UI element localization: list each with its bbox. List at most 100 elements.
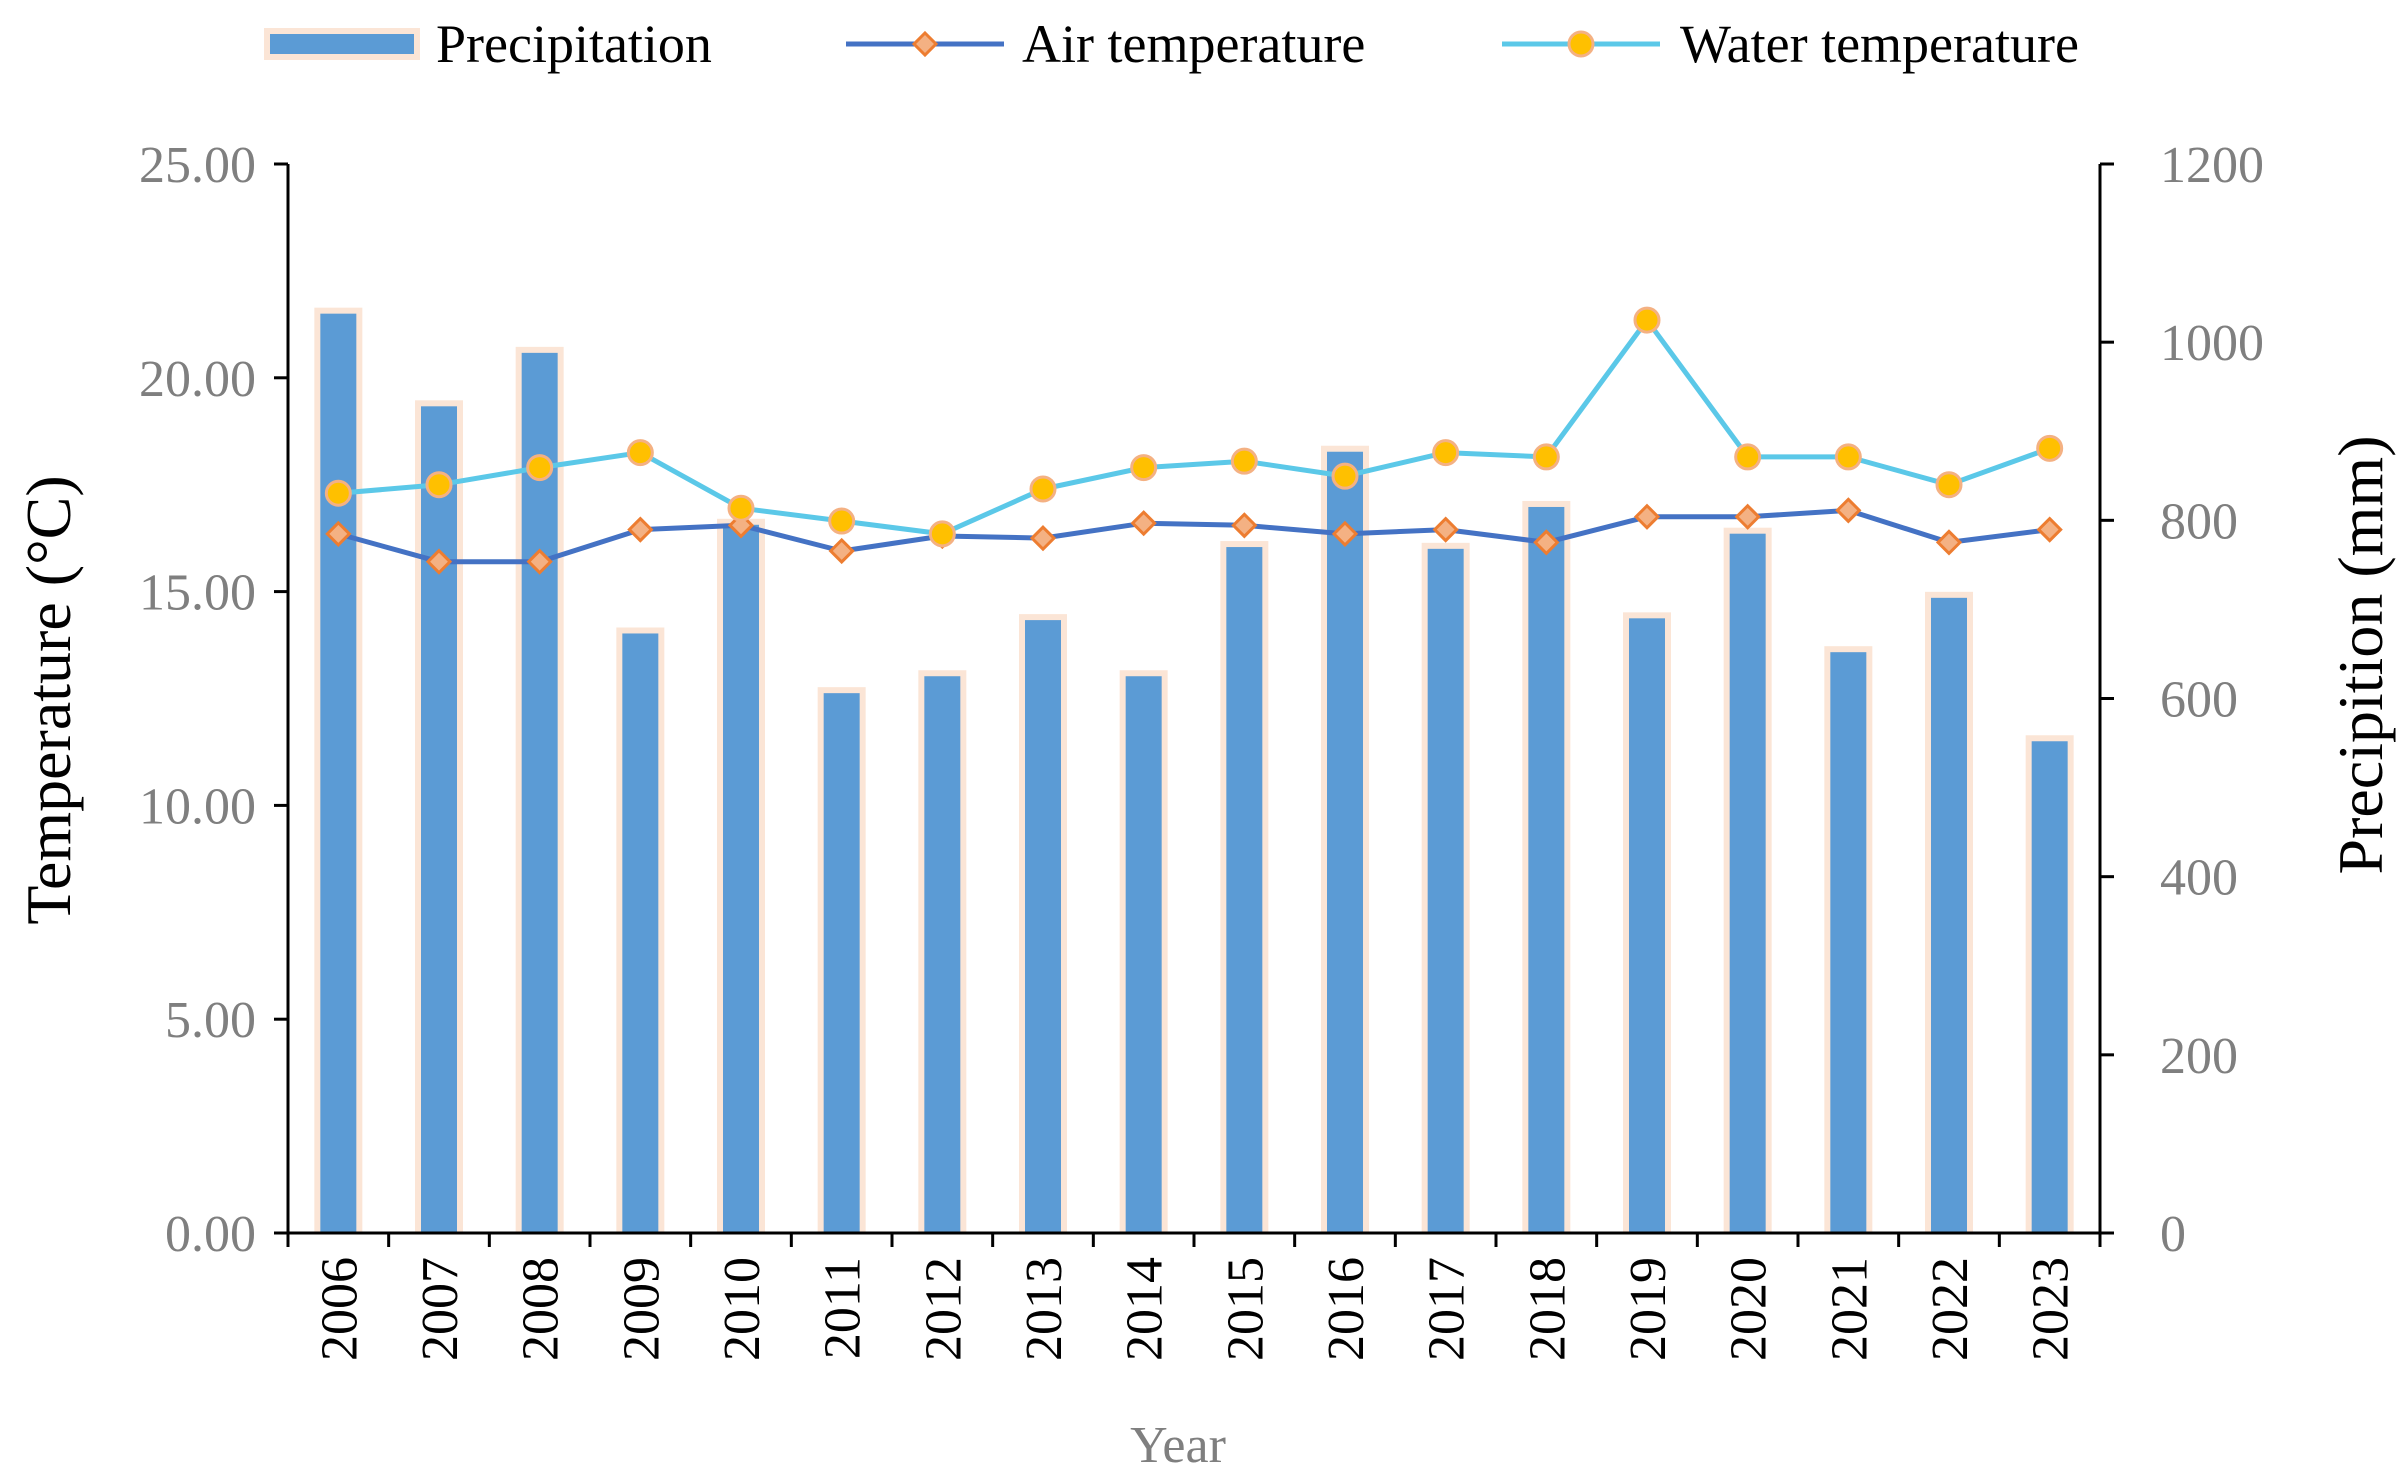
bar-2006 [320,313,357,1233]
point-air-temperature-2006 [325,520,352,547]
point-water-temperature-2011 [828,507,856,535]
point-air-temperature-2023 [2036,516,2063,543]
x-tick-label: 2011 [815,1257,872,1359]
x-tick-label: 2016 [1318,1257,1375,1361]
bar-2018 [1528,506,1565,1233]
line-air-temperature [337,507,2051,565]
point-air-temperature-2021 [1835,497,1862,524]
y2-axis-title: Precipition (mm) [2325,435,2396,874]
y2-tick-label: 800 [2160,493,2238,550]
x-tick-label: 2023 [2023,1257,2080,1361]
point-water-temperature-2022 [1935,471,1963,499]
point-water-temperature-2015 [1230,447,1258,475]
y-tick-label: 25.00 [139,137,256,194]
point-air-temperature-2017 [1432,516,1459,543]
bar-2020 [1729,533,1766,1233]
bar-2017 [1427,548,1464,1233]
point-water-temperature-2013 [1029,475,1057,503]
bar-2023 [2031,741,2068,1233]
bar-2022 [1931,597,1967,1233]
y-tick-label: 20.00 [139,351,256,408]
legend-item-air-temperature: Air temperature [846,14,1365,74]
precipitation-bars [314,307,2074,1234]
x-tick-label: 2018 [1519,1257,1576,1361]
bar-2009 [622,633,659,1233]
legend: Precipitation Air temperature Water temp… [264,14,2079,74]
point-air-temperature-2007 [425,548,453,575]
point-air-temperature-2020 [1734,503,1761,530]
point-air-temperature-2009 [627,516,654,543]
x-tick-label: 2012 [915,1257,972,1361]
x-tick-label: 2013 [1016,1257,1073,1361]
y2-tick-label: 1000 [2160,315,2264,372]
bar-2015 [1226,547,1263,1233]
point-water-temperature-2014 [1130,454,1158,482]
point-water-temperature-2009 [626,439,654,467]
bar-2019 [1629,618,1665,1233]
x-tick-label: 2015 [1217,1257,1274,1361]
point-air-temperature-2008 [526,548,553,575]
point-air-temperature-2014 [1130,510,1157,537]
point-air-temperature-2011 [828,537,855,565]
tick-labels: 0.00 5.00 10.00 15.00 20.00 25.00 0 200 400 600 80… [139,137,2264,1361]
point-water-temperature-2019 [1633,306,1661,334]
legend-swatch-precipitation-fill [270,34,414,54]
y2-tick-label: 200 [2160,1028,2238,1085]
y-axis-title: Temperature (°C) [13,475,84,924]
legend-item-precipitation: Precipitation [264,14,712,74]
point-air-temperature-2019 [1633,503,1661,530]
x-tick-label: 2009 [613,1257,670,1361]
point-air-temperature-2022 [1935,529,1963,556]
point-air-temperature-2015 [1231,512,1258,539]
point-water-temperature-2017 [1432,439,1460,467]
x-tick-label: 2008 [513,1257,570,1361]
point-air-temperature-2016 [1331,520,1359,547]
bar-2011 [823,693,860,1233]
bar-2014 [1125,676,1162,1233]
y2-tick-label: 0 [2160,1206,2186,1263]
y2-tick-label: 600 [2160,672,2238,729]
point-water-temperature-2008 [526,454,554,482]
legend-label-precipitation: Precipitation [436,14,712,74]
point-water-temperature-2016 [1331,462,1359,490]
point-water-temperature-2023 [2036,434,2064,462]
bar-2007 [421,406,457,1234]
axes [274,162,2114,1247]
point-air-temperature-2013 [1029,525,1057,552]
x-tick-label: 2010 [714,1257,771,1361]
x-tick-label: 2017 [1419,1257,1476,1361]
point-water-temperature-2018 [1532,443,1560,471]
bar-2016 [1327,451,1363,1234]
point-water-temperature-2010 [727,494,755,522]
line-water-temperature [338,317,2051,537]
y2-tick-label: 1200 [2160,137,2264,194]
point-water-temperature-2007 [425,471,453,499]
legend-marker-air-temperature [911,30,939,58]
legend-label-air-temperature: Air temperature [1022,14,1365,74]
y-tick-label: 0.00 [165,1206,256,1263]
point-water-temperature-2021 [1834,443,1862,471]
y-tick-label: 5.00 [165,992,256,1049]
legend-item-water-temperature: Water temperature [1502,14,2079,74]
temperature-lines [324,306,2064,575]
x-tick-label: 2019 [1620,1257,1677,1361]
x-tick-label: 2020 [1721,1257,1778,1361]
point-air-temperature-2018 [1533,529,1560,556]
y-tick-label: 15.00 [139,565,256,622]
x-tick-label: 2014 [1117,1257,1174,1361]
point-water-temperature-2020 [1734,443,1762,471]
point-water-temperature-2012 [928,520,956,548]
x-tick-label: 2022 [1922,1257,1979,1361]
bar-2013 [1025,620,1061,1233]
y-tick-label: 10.00 [139,778,256,835]
x-tick-label: 2006 [311,1257,368,1361]
bar-2021 [1830,652,1867,1233]
x-axis-title: Year [1130,1417,1226,1474]
legend-label-water-temperature: Water temperature [1680,14,2079,74]
point-water-temperature-2006 [324,479,352,507]
x-tick-label: 2021 [1821,1257,1878,1361]
x-tick-label: 2007 [412,1257,469,1361]
bar-2010 [723,524,759,1233]
legend-marker-water-temperature [1567,30,1595,58]
